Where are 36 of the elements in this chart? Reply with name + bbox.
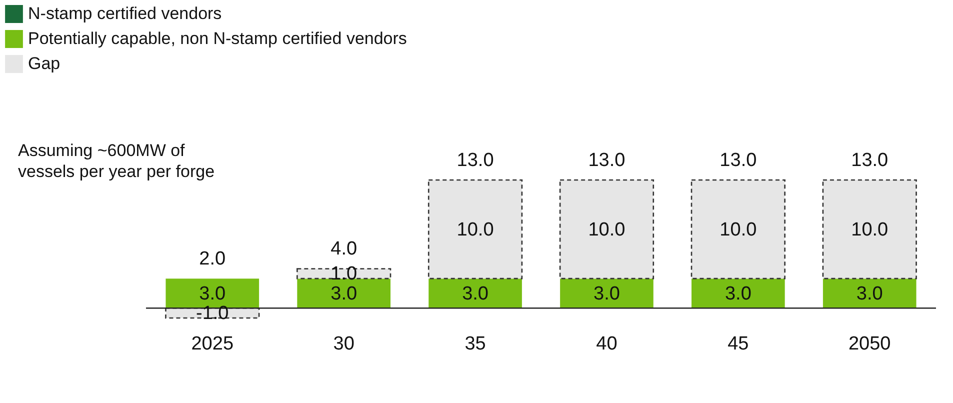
x-tick-label: 2025: [191, 334, 234, 354]
total-label: 13.0: [456, 150, 494, 171]
data-label: 10.0: [588, 219, 626, 240]
annotation: Assuming ~600MW of vessels per year per forge: [18, 140, 216, 182]
data-label: 10.0: [720, 219, 757, 240]
data-label: -1.0: [196, 303, 229, 324]
bar: [559, 179, 654, 280]
total-label: 4.0: [330, 238, 358, 260]
x-tick-label: 30: [333, 334, 354, 354]
data-label: 10.0: [851, 219, 888, 240]
bar: [560, 278, 654, 308]
data-label: 3.0: [856, 283, 883, 304]
total-label: 2.0: [199, 248, 226, 270]
total-label: 13.0: [851, 150, 888, 171]
bar: [428, 278, 522, 308]
x-tick-label: 2050: [848, 334, 891, 354]
bar: [822, 179, 917, 280]
bar: [690, 179, 786, 280]
data-label: 3.0: [199, 283, 226, 304]
data-label: 3.0: [724, 283, 752, 304]
legend-label: Gap: [28, 54, 60, 73]
data-label: 3.0: [462, 283, 488, 304]
bar: [692, 278, 785, 308]
x-tick-label: 35: [464, 334, 486, 354]
legend-label: N-stamp certified vendors: [28, 4, 222, 23]
data-label: 10.0: [456, 219, 494, 240]
x-tick-label: 40: [596, 334, 618, 354]
x-tick-label: 45: [728, 334, 749, 354]
total-label: 13.0: [720, 150, 757, 171]
bar: [428, 179, 523, 280]
bar: [822, 278, 916, 308]
data-label: 3.0: [594, 283, 620, 304]
data-label: 3.0: [330, 283, 358, 304]
bar: [297, 278, 390, 308]
total-label: 13.0: [588, 150, 626, 171]
legend-label: Potentially capable, non N-stamp certified vendors: [28, 29, 407, 48]
